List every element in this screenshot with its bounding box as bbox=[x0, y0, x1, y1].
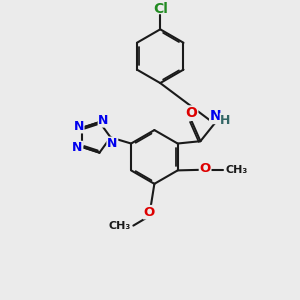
Text: N: N bbox=[210, 110, 221, 123]
Text: methoxy: methoxy bbox=[228, 169, 235, 170]
Text: O: O bbox=[200, 162, 211, 175]
Text: O: O bbox=[186, 106, 198, 120]
Text: Cl: Cl bbox=[153, 2, 168, 16]
Text: H: H bbox=[220, 114, 231, 127]
Text: N: N bbox=[107, 137, 118, 150]
Text: CH₃: CH₃ bbox=[225, 165, 248, 175]
Text: O: O bbox=[143, 206, 155, 219]
Text: N: N bbox=[98, 114, 109, 127]
Text: N: N bbox=[74, 120, 84, 133]
Text: CH₃: CH₃ bbox=[109, 220, 131, 231]
Text: N: N bbox=[72, 142, 82, 154]
